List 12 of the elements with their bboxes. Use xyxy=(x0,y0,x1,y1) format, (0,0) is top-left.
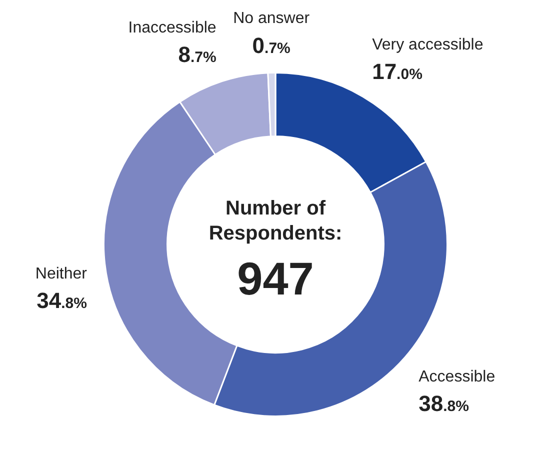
text: 947 xyxy=(237,252,314,304)
slice-label: Accessible xyxy=(418,368,496,386)
slice-label: No answer xyxy=(233,10,310,28)
slice-label: Very accessible xyxy=(372,36,484,54)
slice-label: Inaccessible xyxy=(128,20,216,37)
text: Number of Respondents: xyxy=(208,198,342,244)
slice-label: Neither xyxy=(35,265,88,282)
data-label: 17.0% xyxy=(372,59,422,84)
data-label: 34.8% xyxy=(36,288,87,313)
data-label: 38.8% xyxy=(418,391,469,416)
data-label: 0.7% xyxy=(252,32,290,58)
data-label: 8.7% xyxy=(178,42,216,68)
